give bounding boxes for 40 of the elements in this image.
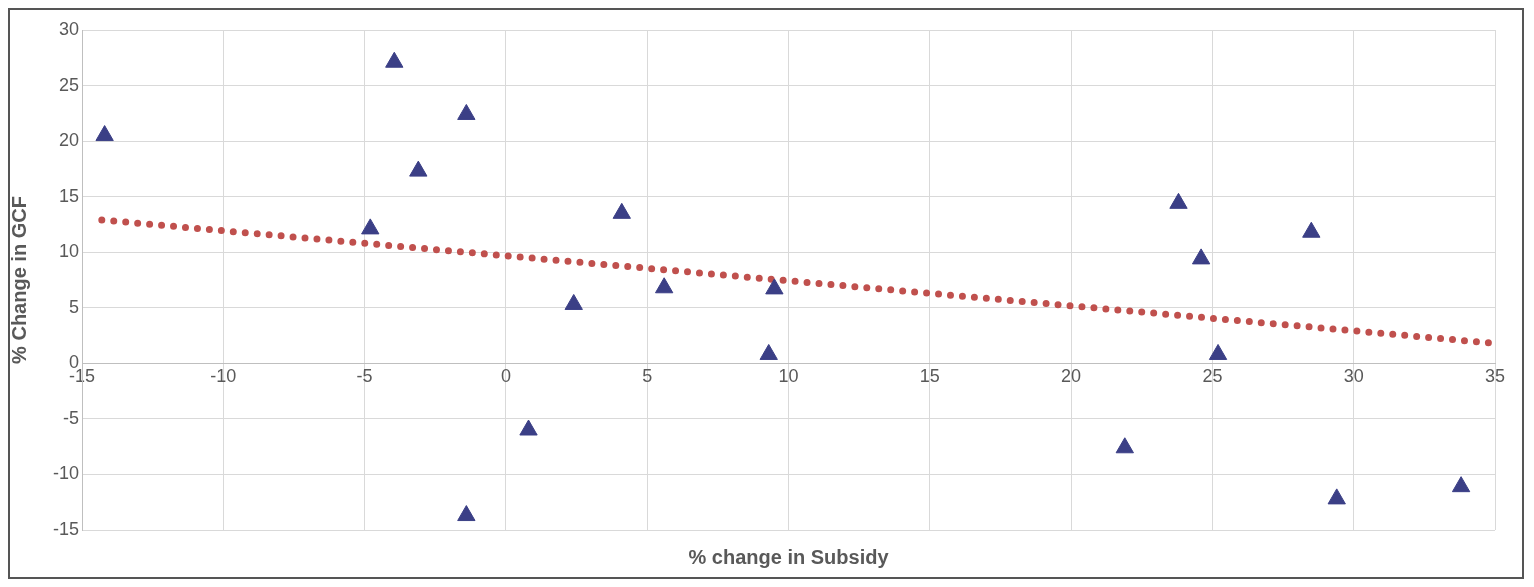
x-axis-title: % change in Subsidy xyxy=(688,545,890,568)
x-tick-label: 15 xyxy=(919,366,940,387)
y-axis-title: % Change in GCF xyxy=(7,196,30,364)
point xyxy=(1169,192,1188,209)
point xyxy=(95,125,114,142)
point xyxy=(1327,488,1346,505)
point xyxy=(1115,437,1134,454)
point xyxy=(361,218,380,235)
point xyxy=(564,293,583,310)
y-tick-label: 25 xyxy=(58,74,80,95)
y-tick-label: 20 xyxy=(58,130,80,151)
x-tick-label: 30 xyxy=(1343,366,1364,387)
point xyxy=(765,278,784,295)
x-tick-label: 10 xyxy=(778,366,799,387)
y-tick-label: 5 xyxy=(69,296,80,317)
y-tick-label: -5 xyxy=(63,407,80,428)
point xyxy=(1208,343,1228,360)
point xyxy=(1451,476,1471,493)
point xyxy=(409,160,428,177)
point xyxy=(457,103,476,120)
y-tick-label: 15 xyxy=(58,185,80,206)
x-tick-label: 25 xyxy=(1202,366,1223,387)
point xyxy=(1191,248,1211,265)
point xyxy=(385,51,404,68)
point xyxy=(612,202,631,219)
y-tick-label: 10 xyxy=(58,241,80,262)
point xyxy=(1302,221,1321,238)
x-tick-label: 0 xyxy=(500,366,511,387)
y-tick-label: -15 xyxy=(53,518,80,539)
point xyxy=(457,505,476,522)
x-tick-label: 5 xyxy=(642,366,653,387)
x-tick-label: 35 xyxy=(1484,366,1506,387)
x-tick-label: 20 xyxy=(1061,366,1082,387)
y-tick-label: 30 xyxy=(58,18,80,39)
point xyxy=(759,343,778,360)
point xyxy=(655,277,674,294)
y-tick-label: -10 xyxy=(53,463,80,484)
x-tick-label: -5 xyxy=(356,366,373,387)
point xyxy=(519,419,538,436)
x-tick-label: -10 xyxy=(210,366,237,387)
